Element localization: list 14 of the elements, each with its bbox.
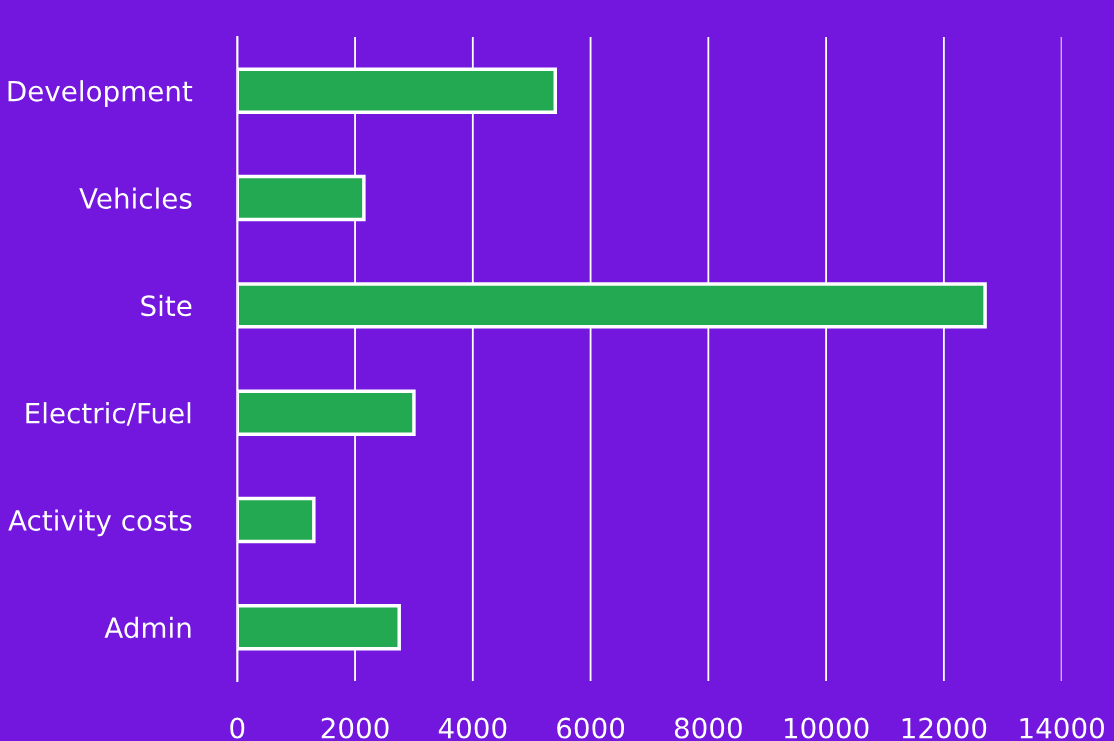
- x-tick-label: 14000: [1020, 717, 1104, 739]
- x-tick-label: 10000: [784, 717, 869, 739]
- x-tick-label: 0: [230, 717, 245, 739]
- x-tick-label: 12000: [902, 717, 987, 739]
- y-tick-label: Site: [141, 294, 192, 317]
- x-tick-label: 6000: [557, 717, 625, 739]
- y-tick-label: Admin: [104, 616, 191, 639]
- y-tick-label: Electric/Fuel: [26, 402, 191, 426]
- y-tick-label: Vehicles: [79, 187, 192, 209]
- y-tick-label: Development: [8, 80, 193, 108]
- x-tick-label: 2000: [321, 717, 389, 739]
- y-tick-label: Activity costs: [8, 509, 192, 537]
- x-tick-label: 4000: [438, 717, 507, 739]
- x-tick-label: 8000: [674, 717, 742, 739]
